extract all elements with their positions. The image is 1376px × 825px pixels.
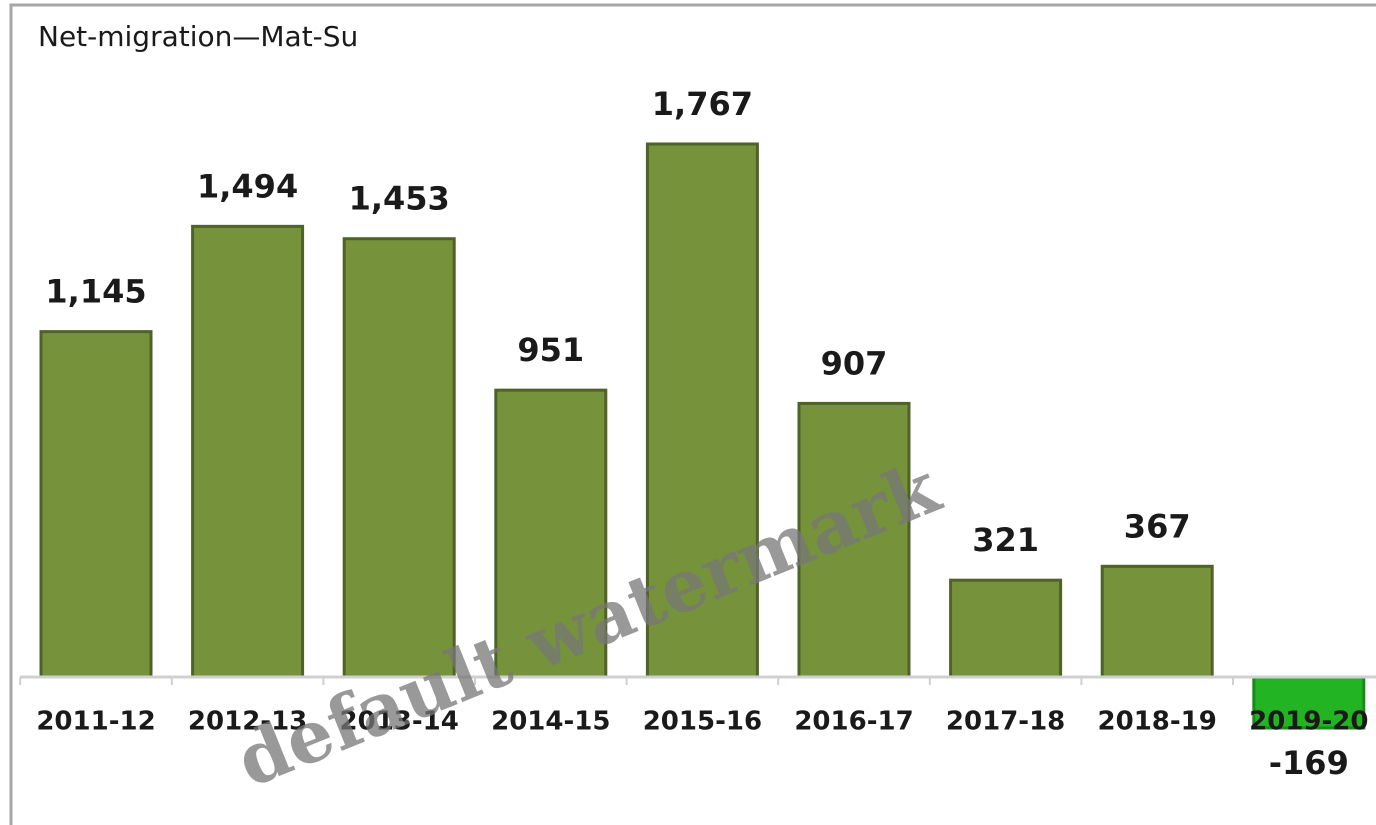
x-tick-label: 2013-14 [340, 707, 459, 737]
bar [1100, 564, 1214, 679]
x-tick-label: 2017-18 [946, 707, 1065, 737]
bar [645, 142, 759, 679]
bar [39, 330, 153, 679]
data-label: 951 [517, 331, 584, 369]
bar [342, 237, 456, 679]
data-label: 1,494 [197, 167, 298, 205]
data-label: 907 [821, 344, 888, 382]
data-label: 1,453 [349, 180, 450, 218]
bar [949, 578, 1063, 679]
bar [191, 224, 305, 679]
data-label: 321 [972, 521, 1039, 559]
data-label: 367 [1124, 507, 1191, 545]
x-tick-label: 2011-12 [36, 707, 155, 737]
data-label: 1,145 [45, 273, 146, 311]
chart-title: Net-migration—Mat-Su [38, 20, 358, 53]
data-label: 1,767 [652, 85, 753, 123]
bar [1252, 675, 1366, 730]
x-tick-label: 2018-19 [1098, 707, 1217, 737]
x-tick-label: 2015-16 [643, 707, 762, 737]
bar [494, 388, 608, 679]
x-tick-label: 2014-15 [491, 707, 610, 737]
x-tick-label: 2016-17 [794, 707, 913, 737]
x-tick-label: 2012-13 [188, 707, 307, 737]
data-label: -169 [1269, 744, 1349, 782]
x-tick-label: 2019-20 [1249, 707, 1368, 737]
